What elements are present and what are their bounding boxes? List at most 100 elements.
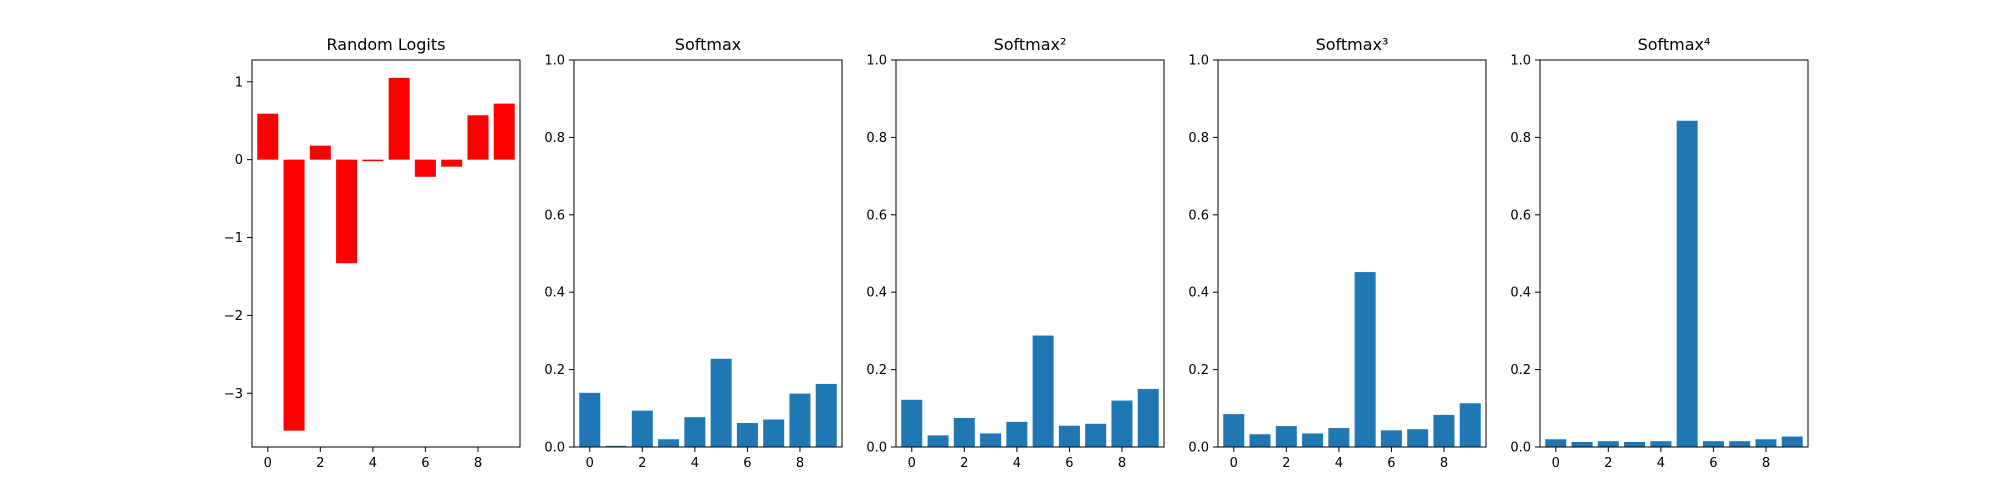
bar-0-5 <box>388 77 410 160</box>
bar-3-7 <box>1407 429 1429 447</box>
x-tick-label: 8 <box>1118 456 1126 471</box>
bar-3-1 <box>1249 434 1271 447</box>
bar-4-3 <box>1624 441 1646 447</box>
plot-frame <box>251 59 521 448</box>
panel-title: Softmax² <box>994 35 1067 54</box>
bar-3-9 <box>1459 403 1481 447</box>
plot-frame <box>1217 59 1487 448</box>
x-tick-label: 8 <box>474 456 482 471</box>
y-tick-label: 1.0 <box>1510 54 1531 69</box>
y-tick-label: 0.0 <box>866 441 887 456</box>
x-tick-label: 4 <box>1013 456 1021 471</box>
bar-1-0 <box>579 392 601 447</box>
bar-1-1 <box>605 445 627 447</box>
bar-4-9 <box>1781 436 1803 447</box>
y-tick-label: 1.0 <box>866 54 887 69</box>
y-tick-label: −1 <box>224 231 243 246</box>
plot-frame <box>1539 59 1809 448</box>
chart-panel-2: Softmax² 0 2 4 6 8 0.0 0.2 0.4 0.6 0.8 1.0 <box>866 35 1165 471</box>
chart-panel-3: Softmax³ 0 2 4 6 8 0.0 0.2 0.4 0.6 0.8 1.0 <box>1188 35 1487 471</box>
x-tick-label: 4 <box>1335 456 1343 471</box>
x-tick-label: 8 <box>1762 456 1770 471</box>
x-tick-label: 0 <box>908 456 916 471</box>
x-tick-label: 2 <box>960 456 968 471</box>
bar-2-7 <box>1085 423 1107 447</box>
x-tick-label: 0 <box>1552 456 1560 471</box>
chart-panel-1: Softmax 0 2 4 6 8 0.0 0.2 0.4 0.6 0.8 1.0 <box>544 35 843 471</box>
x-tick-label: 0 <box>1230 456 1238 471</box>
y-tick-label: 1 <box>235 75 243 90</box>
bar-3-0 <box>1223 414 1245 447</box>
bar-4-1 <box>1571 441 1593 447</box>
bar-3-6 <box>1380 430 1402 447</box>
x-tick-label: 2 <box>1604 456 1612 471</box>
bar-1-4 <box>684 417 706 447</box>
x-tick-label: 0 <box>586 456 594 471</box>
y-tick-label: 0.8 <box>544 131 565 146</box>
bar-0-7 <box>441 159 463 167</box>
y-tick-label: 0.8 <box>1510 131 1531 146</box>
x-tick-label: 8 <box>1440 456 1448 471</box>
bar-2-3 <box>980 433 1002 447</box>
y-tick-label: 0.2 <box>1510 363 1531 378</box>
y-tick-label: 0 <box>235 153 243 168</box>
bar-2-1 <box>927 435 949 447</box>
bar-1-2 <box>631 410 653 447</box>
bar-0-1 <box>283 159 305 431</box>
bar-0-4 <box>362 159 384 162</box>
bar-4-8 <box>1755 439 1777 447</box>
bar-3-8 <box>1433 414 1455 447</box>
y-tick-label: −2 <box>224 309 243 324</box>
bar-0-9 <box>493 103 515 160</box>
y-tick-label: 0.2 <box>544 363 565 378</box>
bar-1-3 <box>658 439 680 447</box>
y-tick-label: 1.0 <box>544 54 565 69</box>
panel-title: Softmax³ <box>1316 35 1389 54</box>
bar-0-3 <box>336 159 358 264</box>
bar-3-3 <box>1302 433 1324 447</box>
bar-2-0 <box>901 399 923 447</box>
bar-1-8 <box>789 393 811 447</box>
bar-2-9 <box>1137 388 1159 447</box>
y-tick-label: 0.0 <box>544 441 565 456</box>
y-tick-label: 0.6 <box>1510 208 1531 223</box>
x-tick-label: 4 <box>1657 456 1665 471</box>
bar-0-2 <box>309 145 331 160</box>
y-tick-label: 0.0 <box>1510 441 1531 456</box>
x-tick-label: 6 <box>1065 456 1073 471</box>
bar-4-6 <box>1702 441 1724 447</box>
x-tick-label: 4 <box>691 456 699 471</box>
y-tick-label: 0.4 <box>866 286 887 301</box>
bar-0-8 <box>467 115 489 160</box>
bar-4-0 <box>1545 439 1567 447</box>
x-tick-label: 6 <box>421 456 429 471</box>
chart-panel-4: Softmax⁴ 0 2 4 6 8 0.0 0.2 0.4 0.6 0.8 1.0 <box>1510 35 1809 471</box>
y-tick-label: −3 <box>224 387 243 402</box>
x-tick-label: 2 <box>638 456 646 471</box>
bar-3-2 <box>1275 426 1297 447</box>
panel-title: Random Logits <box>327 35 446 54</box>
bar-3-4 <box>1328 428 1350 447</box>
y-tick-label: 0.4 <box>1188 286 1209 301</box>
panel-title: Softmax <box>675 35 741 54</box>
y-tick-label: 0.8 <box>1188 131 1209 146</box>
y-tick-label: 1.0 <box>1188 54 1209 69</box>
y-tick-label: 0.6 <box>544 208 565 223</box>
chart-panel-0: Random Logits 0 2 4 6 8 −3 −2 −1 0 1 <box>224 35 521 471</box>
bar-4-5 <box>1676 120 1698 447</box>
bar-0-0 <box>257 113 279 160</box>
x-tick-label: 2 <box>316 456 324 471</box>
y-tick-label: 0.6 <box>866 208 887 223</box>
plot-frame <box>573 59 843 448</box>
plot-frame <box>895 59 1165 448</box>
x-tick-label: 8 <box>796 456 804 471</box>
bar-3-5 <box>1354 272 1376 447</box>
bar-0-6 <box>414 159 436 177</box>
bar-2-8 <box>1111 400 1133 447</box>
bar-2-2 <box>953 417 975 447</box>
y-tick-label: 0.8 <box>866 131 887 146</box>
x-tick-label: 4 <box>369 456 377 471</box>
bar-1-5 <box>710 358 732 447</box>
x-tick-label: 2 <box>1282 456 1290 471</box>
x-tick-label: 6 <box>1709 456 1717 471</box>
